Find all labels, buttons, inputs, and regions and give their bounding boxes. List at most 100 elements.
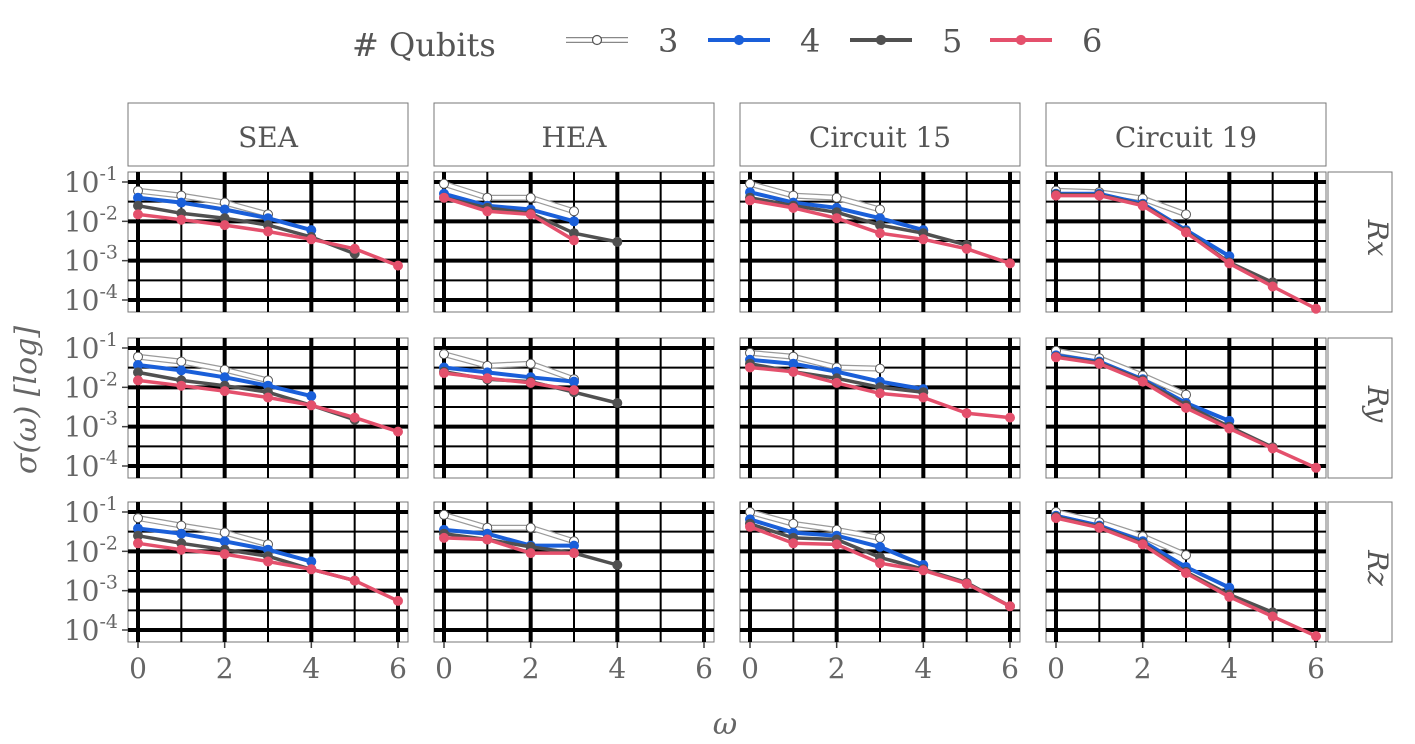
data-point xyxy=(133,538,143,549)
data-point xyxy=(875,363,885,374)
data-point xyxy=(176,365,187,376)
data-point xyxy=(133,375,143,386)
data-point xyxy=(569,206,579,217)
data-point xyxy=(482,373,493,384)
y-tick-label: 10-3 xyxy=(64,572,118,608)
data-point xyxy=(875,532,885,543)
data-point xyxy=(831,539,842,550)
data-point xyxy=(1094,358,1105,369)
data-point xyxy=(875,204,885,215)
data-point xyxy=(745,195,755,206)
legend-entry-4: 4 xyxy=(708,22,820,60)
panel-Ry-SEA xyxy=(127,337,409,479)
data-point xyxy=(612,560,623,570)
data-point xyxy=(1137,539,1148,550)
data-point xyxy=(1094,522,1105,533)
data-point xyxy=(482,206,493,217)
data-point xyxy=(745,178,755,189)
panel-Ry-Circuit-19 xyxy=(1045,337,1327,479)
panels xyxy=(127,171,1327,643)
x-tick-label: 4 xyxy=(608,652,626,685)
data-point xyxy=(875,558,885,569)
data-point xyxy=(176,528,187,539)
data-point xyxy=(961,243,972,254)
x-tick-label: 2 xyxy=(216,652,234,685)
data-point xyxy=(918,565,929,576)
data-point xyxy=(439,349,449,360)
data-point xyxy=(1051,513,1061,524)
data-point xyxy=(1051,352,1061,363)
data-point xyxy=(569,235,579,246)
data-point xyxy=(1005,258,1015,269)
column-strip xyxy=(739,102,1021,167)
data-point xyxy=(831,213,842,224)
x-tick-label: 0 xyxy=(1047,652,1065,685)
data-point xyxy=(219,372,230,383)
x-tick-label: 2 xyxy=(828,652,846,685)
series-6 xyxy=(1051,190,1321,314)
data-point xyxy=(1181,550,1191,561)
data-point xyxy=(176,214,187,225)
panel-Rz-Circuit-15 xyxy=(739,501,1021,643)
data-point xyxy=(1267,281,1278,292)
data-point xyxy=(482,534,493,545)
x-tick-label: 0 xyxy=(129,652,147,685)
data-point xyxy=(1181,227,1191,238)
data-point xyxy=(1005,601,1015,612)
x-tick-label: 2 xyxy=(522,652,540,685)
series-6 xyxy=(745,362,1015,423)
data-point xyxy=(875,388,885,399)
x-tick-label: 6 xyxy=(389,652,407,685)
legend-marker xyxy=(733,34,745,46)
series-line xyxy=(749,351,881,371)
data-point xyxy=(176,197,187,208)
row-strip xyxy=(1327,171,1393,313)
series-line xyxy=(1055,349,1187,397)
series-line xyxy=(443,513,575,543)
panel-Rz-SEA xyxy=(127,501,409,643)
data-point xyxy=(349,412,360,423)
data-point xyxy=(875,541,885,552)
data-point xyxy=(263,556,273,567)
series-6 xyxy=(439,368,579,396)
data-point xyxy=(788,518,799,529)
y-tick-label: 10-2 xyxy=(64,202,118,238)
legend-label: 3 xyxy=(658,22,678,60)
data-point xyxy=(1181,568,1191,579)
row-strip xyxy=(1327,337,1393,479)
data-point xyxy=(133,200,143,211)
data-point xyxy=(1311,303,1321,314)
data-point xyxy=(263,226,273,237)
y-axis-title: σ(ω) [log] xyxy=(9,326,44,474)
data-point xyxy=(612,398,623,408)
data-point xyxy=(306,564,317,575)
column-strip xyxy=(127,102,409,167)
series-6 xyxy=(1051,352,1321,473)
data-point xyxy=(745,362,755,373)
x-tick-label: 4 xyxy=(1220,652,1238,685)
x-tick-label: 4 xyxy=(302,652,320,685)
data-point xyxy=(439,509,449,520)
data-point xyxy=(525,358,536,369)
legend-entry-6: 6 xyxy=(990,22,1102,60)
column-strip-label: Circuit 15 xyxy=(809,121,951,154)
legend-entry-5: 5 xyxy=(850,22,962,60)
data-point xyxy=(1224,423,1235,434)
panel-Rx-SEA xyxy=(127,171,409,313)
series-line xyxy=(443,196,575,242)
panel-Ry-Circuit-15 xyxy=(739,337,1021,479)
data-point xyxy=(831,192,842,203)
axes: 10-110-210-310-410-110-210-310-410-110-2… xyxy=(64,163,1325,685)
series-6 xyxy=(133,209,403,271)
row-strips: Rx Ry Rz xyxy=(1327,171,1394,643)
column-strips: SEA HEA Circuit 15 Circuit 19 xyxy=(127,102,1327,167)
data-point xyxy=(788,538,799,549)
data-point xyxy=(569,216,579,227)
y-tick-label: 10-1 xyxy=(64,163,118,199)
x-tick-label: 0 xyxy=(435,652,453,685)
data-point xyxy=(1267,443,1278,454)
data-point xyxy=(1137,200,1148,211)
data-point xyxy=(788,202,799,213)
row-strip-label: Ry xyxy=(1361,385,1394,424)
data-point xyxy=(1311,631,1321,642)
